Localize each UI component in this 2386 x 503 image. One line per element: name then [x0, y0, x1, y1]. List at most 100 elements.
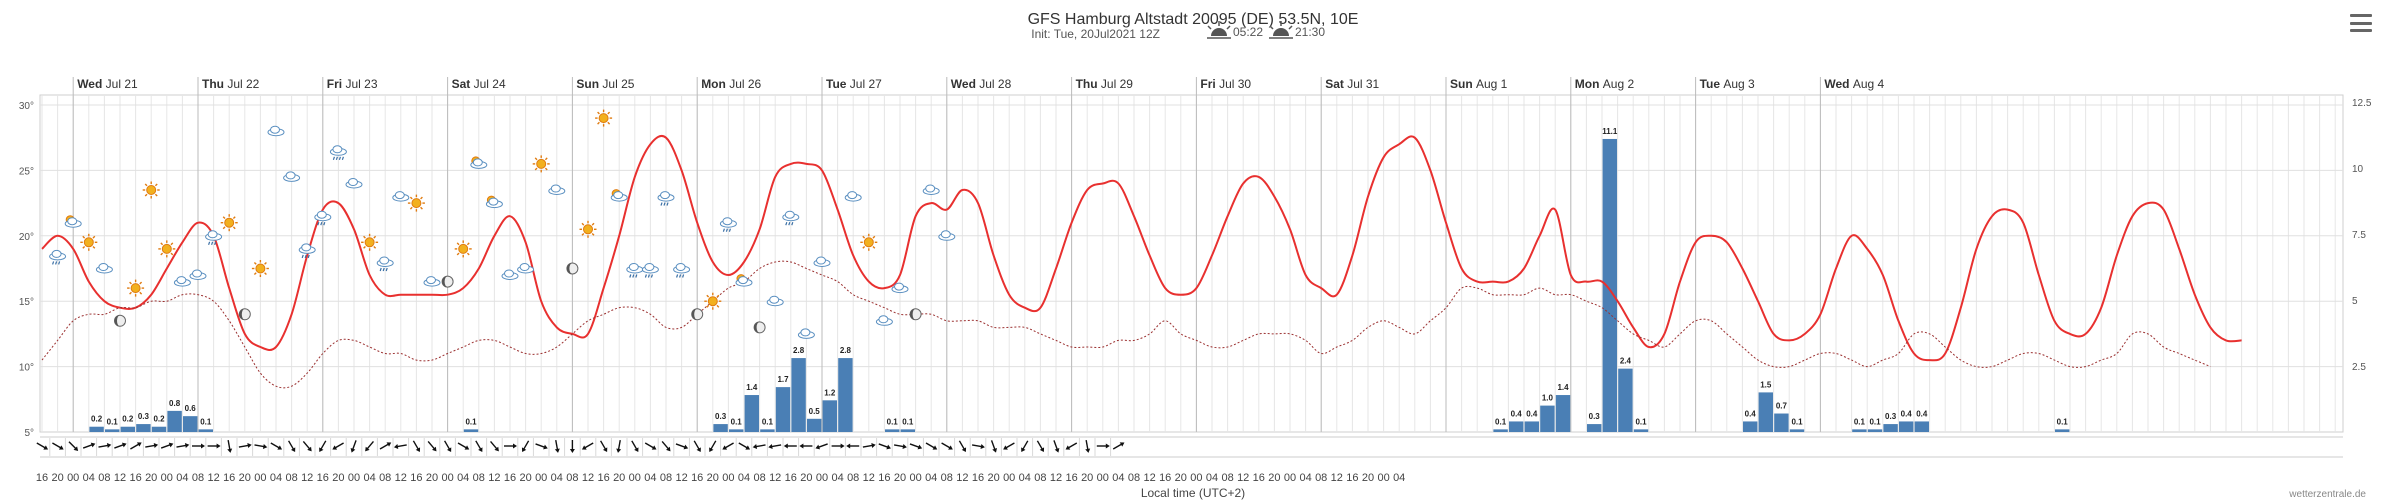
hour-label: 16 — [223, 472, 235, 484]
precipitation-bars: 0.2 0.1 0.2 0.3 0.20.80.60.1 0.10.30.11.40.11… — [89, 127, 2070, 432]
cloud-shape — [348, 178, 358, 186]
wind-head — [521, 447, 527, 453]
menu-icon[interactable] — [2350, 14, 2372, 32]
hour-label: 08 — [566, 472, 578, 484]
rain-drop — [208, 241, 211, 245]
sun-disc — [146, 185, 157, 195]
wind-arrow — [254, 444, 268, 449]
day-date: Aug 4 — [1853, 77, 1885, 91]
wind-arrow — [535, 443, 548, 450]
day-of-week: Mon — [1575, 77, 1603, 91]
rain-drop — [382, 267, 385, 272]
hour-label: 16 — [972, 472, 984, 484]
sun-disc — [598, 113, 609, 124]
wind-head — [602, 447, 608, 453]
hour-label: 20 — [1362, 472, 1374, 484]
precip-bar — [167, 410, 182, 432]
sun-ray — [92, 246, 96, 249]
wind-arrow — [799, 443, 813, 449]
sun-disc — [583, 224, 593, 235]
precip-label: 0.5 — [809, 407, 821, 416]
cloud-icon — [95, 263, 113, 274]
wind-head — [415, 447, 421, 453]
hour-label: 12 — [675, 472, 687, 484]
day-date: Jul 31 — [1347, 77, 1379, 91]
wind-arrow — [1096, 443, 1110, 449]
precip-label: 1.7 — [777, 375, 789, 384]
sun-icon — [158, 240, 176, 258]
credit-text: wetterzentrale.de — [2288, 489, 2366, 500]
partly-sunny-icon — [470, 156, 488, 169]
wind-head — [201, 443, 205, 449]
menu-icon-bar — [2350, 29, 2372, 32]
precip-label: 0.1 — [200, 417, 212, 426]
hour-label: 00 — [1097, 472, 1109, 484]
sun-ray — [420, 196, 423, 200]
rain-drop — [385, 267, 388, 272]
sun-ray — [144, 183, 148, 187]
day-date: Jul 23 — [345, 77, 377, 91]
sun-icon — [532, 155, 550, 173]
hour-label: 00 — [1377, 472, 1389, 484]
precip-label: 0.1 — [1791, 417, 1803, 426]
cloud-shape — [301, 243, 312, 252]
precip-bar — [807, 418, 822, 432]
wind-arrow — [287, 440, 296, 453]
wind-arrow — [815, 443, 828, 450]
precip-bar — [105, 429, 120, 432]
cloud-drizzle-icon — [657, 191, 675, 206]
sun-icon — [704, 292, 722, 310]
wind-head — [666, 446, 671, 452]
wind-head — [307, 446, 312, 452]
hour-label: 04 — [925, 472, 937, 484]
precip-label: 0.4 — [1745, 409, 1757, 418]
wind-head — [581, 445, 587, 450]
partly-sunny-icon — [485, 195, 503, 209]
precip-bar — [89, 426, 104, 432]
precip-label: 0.1 — [1635, 417, 1647, 426]
sun-ray — [716, 304, 720, 308]
wind-head — [799, 443, 804, 449]
wind-arrow — [319, 440, 327, 453]
cloud-icon — [938, 230, 956, 241]
wind-head — [106, 443, 112, 448]
hour-label: 08 — [473, 472, 485, 484]
precip-label: 0.1 — [1495, 417, 1507, 426]
chart-subtitle: Init: Tue, 20Jul2021 12Z 05:22 21:30 — [1031, 21, 1325, 41]
hour-label: 08 — [847, 472, 859, 484]
hour-label: 16 — [36, 472, 48, 484]
sun-ray — [534, 167, 538, 171]
sun-ray — [264, 272, 267, 275]
hour-label: 12 — [1237, 472, 1249, 484]
wind-arrow — [475, 440, 483, 453]
moon-icon — [441, 275, 454, 288]
precip-bar — [775, 387, 791, 432]
day-label: Fri Jul 30 — [1200, 77, 1251, 91]
sun-icon — [127, 279, 145, 297]
sun-icon — [80, 233, 98, 251]
sun-ray — [373, 246, 377, 249]
wind-arrow — [457, 442, 470, 450]
sun-icon — [579, 220, 597, 238]
plot-frame — [39, 94, 2344, 433]
sun-icon — [454, 240, 472, 258]
wind-arrow — [1036, 440, 1045, 453]
y-tick-label: 10 — [2352, 164, 2364, 175]
cloud-drizzle-icon — [641, 263, 659, 278]
precip-label: 0.6 — [185, 404, 197, 413]
wind-head — [932, 445, 938, 450]
wind-head — [815, 444, 821, 450]
hour-label: 04 — [551, 472, 563, 484]
day-date: Aug 3 — [1723, 77, 1755, 91]
cloud-shape — [940, 230, 951, 239]
cloud-drizzle-icon — [298, 243, 316, 259]
hour-label: 12 — [207, 472, 219, 484]
precip-label: 0.3 — [1589, 412, 1601, 421]
sun-ray — [597, 121, 600, 125]
rain-drop — [55, 261, 58, 265]
day-of-week: Thu — [202, 77, 227, 91]
sun-ray — [264, 262, 267, 265]
cloud-icon — [173, 276, 191, 287]
wind-head — [569, 449, 575, 453]
